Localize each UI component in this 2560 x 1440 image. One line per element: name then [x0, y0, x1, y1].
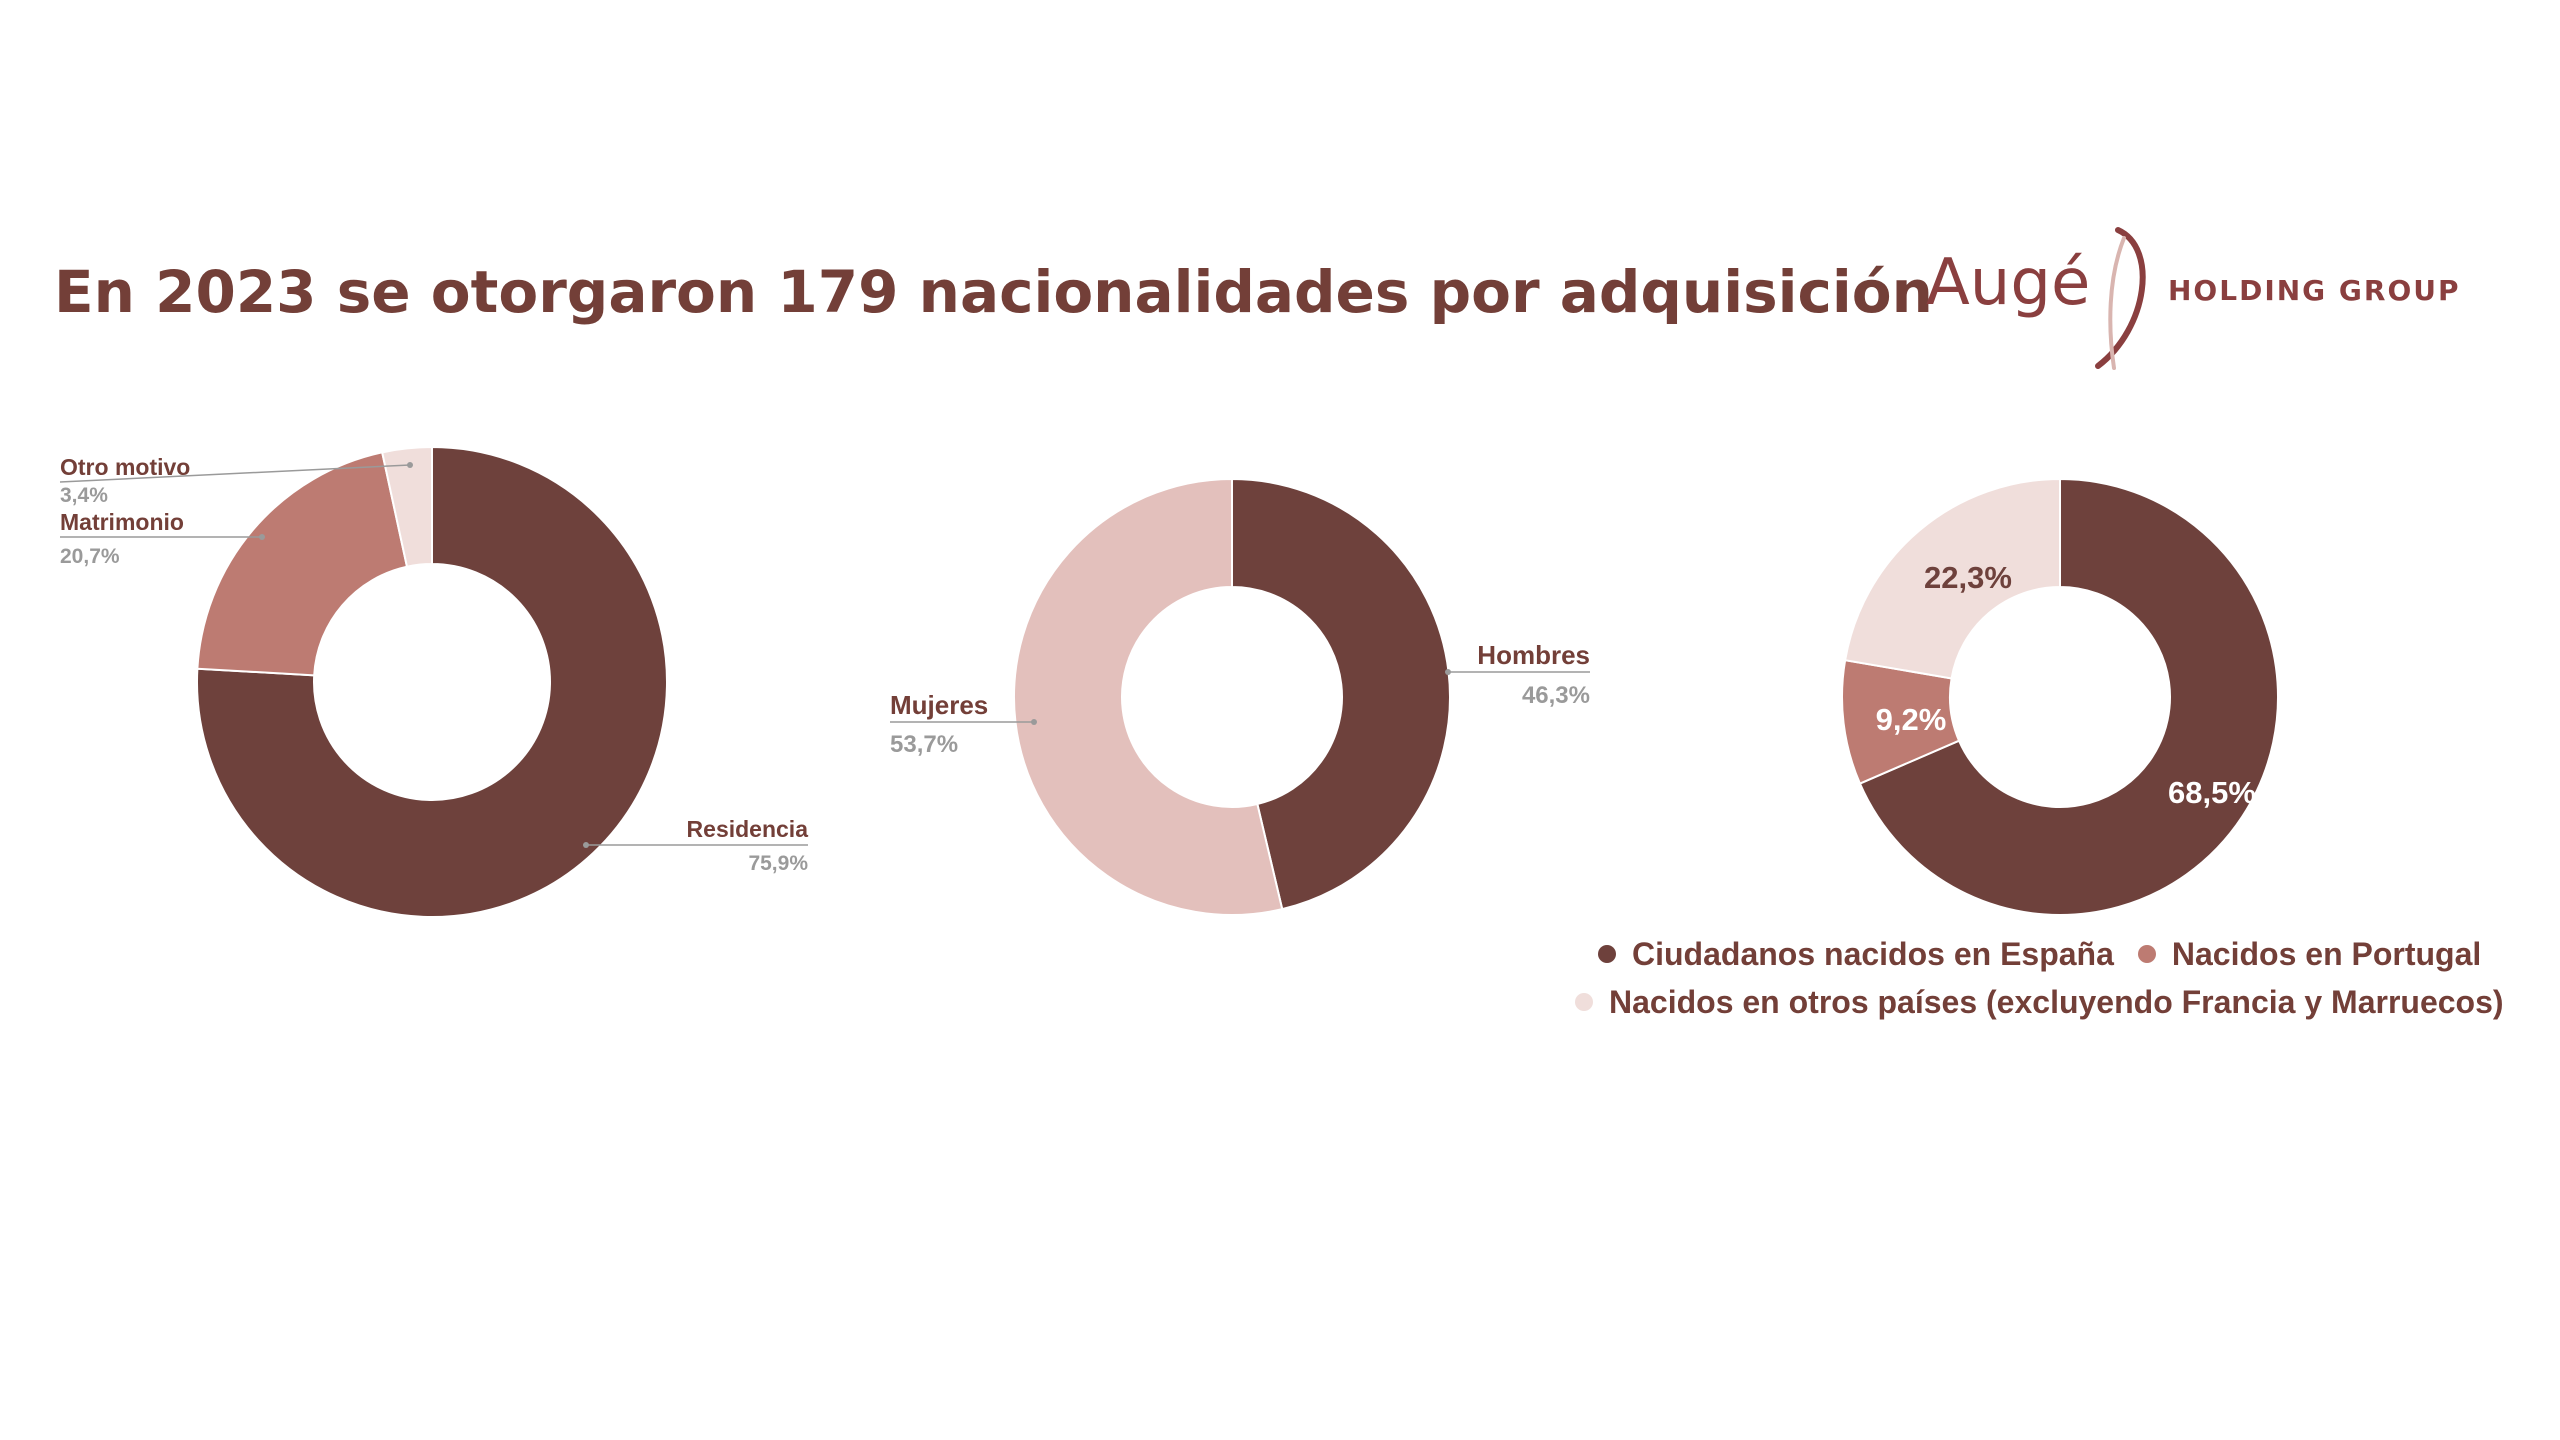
value-otro-motivo: 3,4%: [60, 484, 108, 507]
legend-label-espana: Ciudadanos nacidos en España: [1632, 935, 2114, 972]
legend-swatch-dark: [1598, 945, 1616, 963]
legend-origen: Ciudadanos nacidos en España Nacidos en …: [1575, 930, 2558, 1026]
callout-matrimonio: Matrimonio 20,7%: [60, 509, 265, 568]
motivo-slice-otro-motivo: [380, 445, 433, 568]
callout-residencia: Residencia 75,9%: [583, 816, 808, 875]
label-residencia: Residencia: [687, 816, 809, 842]
legend-label-otros: Nacidos en otros países (excluyendo Fran…: [1609, 983, 2504, 1020]
value-matrimonio: 20,7%: [60, 545, 120, 568]
sexo-slice-mujeres: [1012, 477, 1284, 916]
label-matrimonio: Matrimonio: [60, 509, 184, 535]
label-otro-motivo: Otro motivo: [60, 454, 190, 480]
value-mujeres: 53,7%: [890, 731, 958, 758]
callout-otro-motivo: Otro motivo 3,4%: [59, 454, 413, 507]
value-otros-paises: 22,3%: [1924, 560, 2012, 595]
legend-item-portugal: Nacidos en Portugal: [2137, 935, 2482, 973]
value-espana: 68,5%: [2168, 775, 2256, 810]
value-portugal: 9,2%: [1876, 702, 1947, 737]
logo-swoosh-icon: [2095, 227, 2146, 370]
legend-row: Ciudadanos nacidos en España Nacidos en …: [1598, 930, 2558, 978]
origen-slice-ciudadanos-nacidos-en-espa-a: [1858, 477, 2279, 916]
value-residencia: 75,9%: [748, 852, 808, 875]
legend-row: Nacidos en otros países (excluyendo Fran…: [1575, 978, 2558, 1026]
sexo-slice-hombres: [1231, 477, 1451, 911]
legend-swatch-mid: [2137, 945, 2156, 963]
callout-mujeres: Mujeres 53,7%: [890, 690, 1037, 758]
label-hombres: Hombres: [1477, 640, 1590, 670]
legend-label-portugal: Nacidos en Portugal: [2171, 935, 2482, 972]
legend-item-espana: Ciudadanos nacidos en España: [1598, 936, 2114, 973]
legend-item-otros: Nacidos en otros países (excluyendo Fran…: [1575, 984, 2504, 1021]
motivo-slice-matrimonio: [196, 451, 409, 677]
callout-hombres: Hombres 46,3%: [1445, 640, 1590, 709]
company-logo: Augé HOLDING GROUP: [1920, 218, 2480, 378]
logo-wordmark: Augé: [1926, 246, 2091, 320]
value-hombres: 46,3%: [1522, 682, 1590, 709]
page-title: En 2023 se otorgaron 179 nacionalidades …: [54, 258, 1933, 326]
label-mujeres: Mujeres: [890, 690, 988, 720]
origen-slice-nacidos-en-otros-pa-ses-excluyendo-francia-y-marruecos: [1843, 477, 2061, 680]
logo-subtitle: HOLDING GROUP: [2168, 274, 2461, 307]
legend-swatch-pale: [1575, 993, 1593, 1011]
motivo-slice-residencia: [196, 445, 668, 918]
